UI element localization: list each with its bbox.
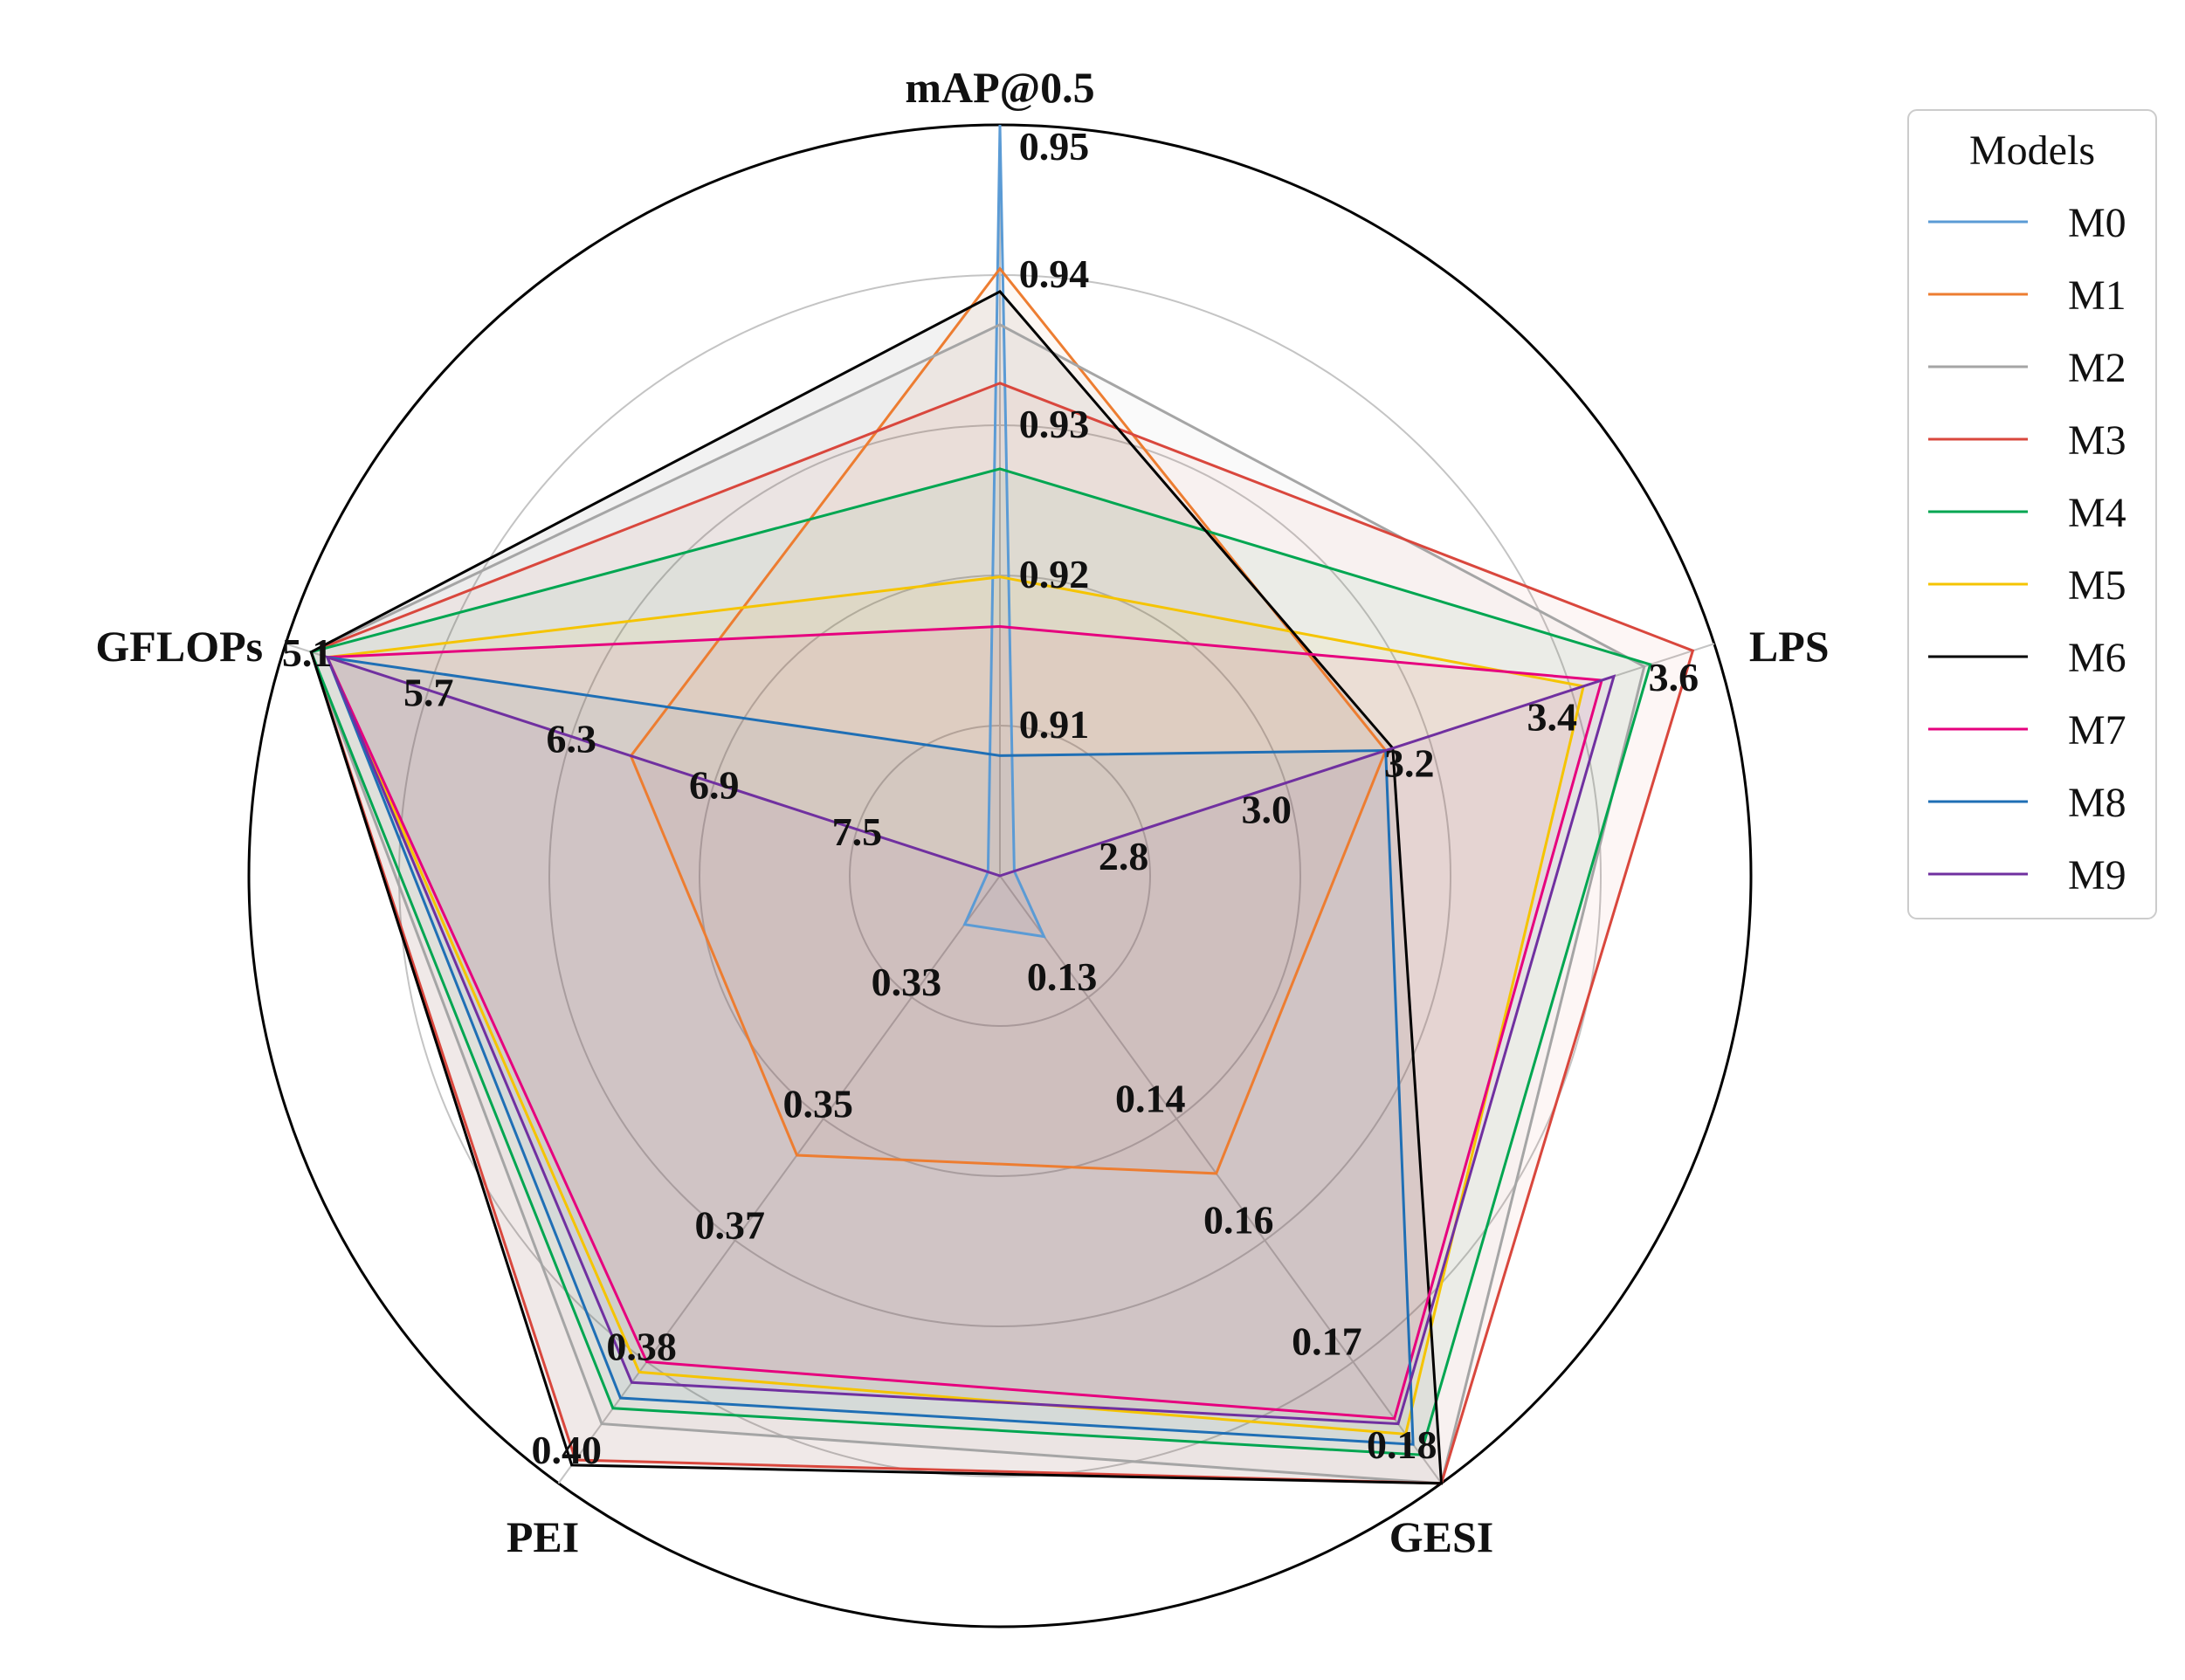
tick-label: 6.9 xyxy=(689,763,740,808)
tick-label: 5.1 xyxy=(282,630,333,675)
legend-item-m6: M6 xyxy=(2068,635,2126,681)
legend-item-m1: M1 xyxy=(2068,272,2126,319)
tick-labels: 0.91 0.92 0.93 0.94 0.95 2.8 3.0 3.2 3.4 3.6 0.13 0… xyxy=(282,124,1699,1472)
series-fill-m9 xyxy=(327,657,1614,1424)
series-fill-m8 xyxy=(327,657,1414,1445)
legend-item-m0: M0 xyxy=(2068,200,2126,246)
legend: Models M0 M1 M2 M3 M4 M5 M6 M7 M8 M9 xyxy=(1907,109,2157,919)
tick-label: 0.95 xyxy=(1019,124,1090,169)
axis-title: LPS xyxy=(1749,622,1830,671)
series-fill-m5 xyxy=(327,576,1584,1435)
series-fill-m0 xyxy=(964,125,1044,937)
tick-label: 0.94 xyxy=(1019,251,1090,296)
tick-label: 0.33 xyxy=(872,960,942,1004)
legend-item-m3: M3 xyxy=(2068,417,2126,464)
axis-title: GESI xyxy=(1389,1512,1494,1561)
axis-title: mAP@0.5 xyxy=(905,63,1094,112)
legend-item-m7: M7 xyxy=(2068,707,2126,754)
tick-label: 2.8 xyxy=(1099,834,1149,878)
series-fill-m7 xyxy=(327,626,1603,1419)
tick-label: 0.92 xyxy=(1019,552,1090,596)
tick-label: 0.40 xyxy=(531,1428,602,1472)
legend-item-m9: M9 xyxy=(2068,852,2126,899)
series-line-m9 xyxy=(325,655,1616,1426)
tick-label: 0.93 xyxy=(1019,402,1090,446)
legend-item-m5: M5 xyxy=(2068,562,2126,609)
axis-title: PEI xyxy=(507,1512,579,1561)
series-line-m3 xyxy=(309,382,1695,1485)
series-line-m2 xyxy=(309,323,1646,1485)
tick-label: 0.91 xyxy=(1019,702,1090,747)
tick-label: 3.2 xyxy=(1384,741,1435,786)
tick-label: 0.13 xyxy=(1027,954,1098,999)
legend-item-m8: M8 xyxy=(2068,780,2126,826)
series-line-m1 xyxy=(629,266,1388,1175)
tick-label: 0.14 xyxy=(1115,1076,1186,1120)
legend-box xyxy=(1907,109,2157,919)
legend-item-m4: M4 xyxy=(2068,490,2126,536)
series-lines xyxy=(309,124,1695,1485)
series-fill-m2 xyxy=(311,324,1644,1484)
series-line-m0 xyxy=(962,124,1047,939)
legend-title: Models xyxy=(1969,127,2095,174)
axis-title: GFLOPs xyxy=(95,622,263,671)
series-line-m4 xyxy=(309,467,1652,1456)
series-fill-m4 xyxy=(311,468,1651,1456)
axis-spoke xyxy=(999,875,1443,1484)
tick-label: 0.16 xyxy=(1203,1198,1274,1243)
legend-item-m2: M2 xyxy=(2068,345,2126,391)
tick-label: 0.18 xyxy=(1367,1422,1437,1467)
tick-label: 3.6 xyxy=(1649,655,1699,699)
series-line-m8 xyxy=(325,655,1415,1446)
tick-label: 3.4 xyxy=(1527,694,1578,739)
axis-titles: mAP@0.5 LPS GESI PEI GFLOPs xyxy=(95,63,1829,1561)
tick-label: 5.7 xyxy=(403,670,454,714)
series-line-m6 xyxy=(309,290,1444,1485)
series-fill-m6 xyxy=(311,291,1442,1484)
series-fills xyxy=(311,125,1693,1484)
series-line-m7 xyxy=(325,624,1604,1421)
series-fill-m1 xyxy=(631,268,1386,1174)
tick-label: 6.3 xyxy=(547,717,597,761)
tick-label: 0.37 xyxy=(694,1203,765,1248)
tick-label: 3.0 xyxy=(1241,788,1292,832)
tick-label: 7.5 xyxy=(832,809,883,854)
tick-label: 0.35 xyxy=(783,1081,854,1126)
tick-label: 0.38 xyxy=(606,1325,677,1369)
tick-label: 0.17 xyxy=(1292,1319,1362,1364)
